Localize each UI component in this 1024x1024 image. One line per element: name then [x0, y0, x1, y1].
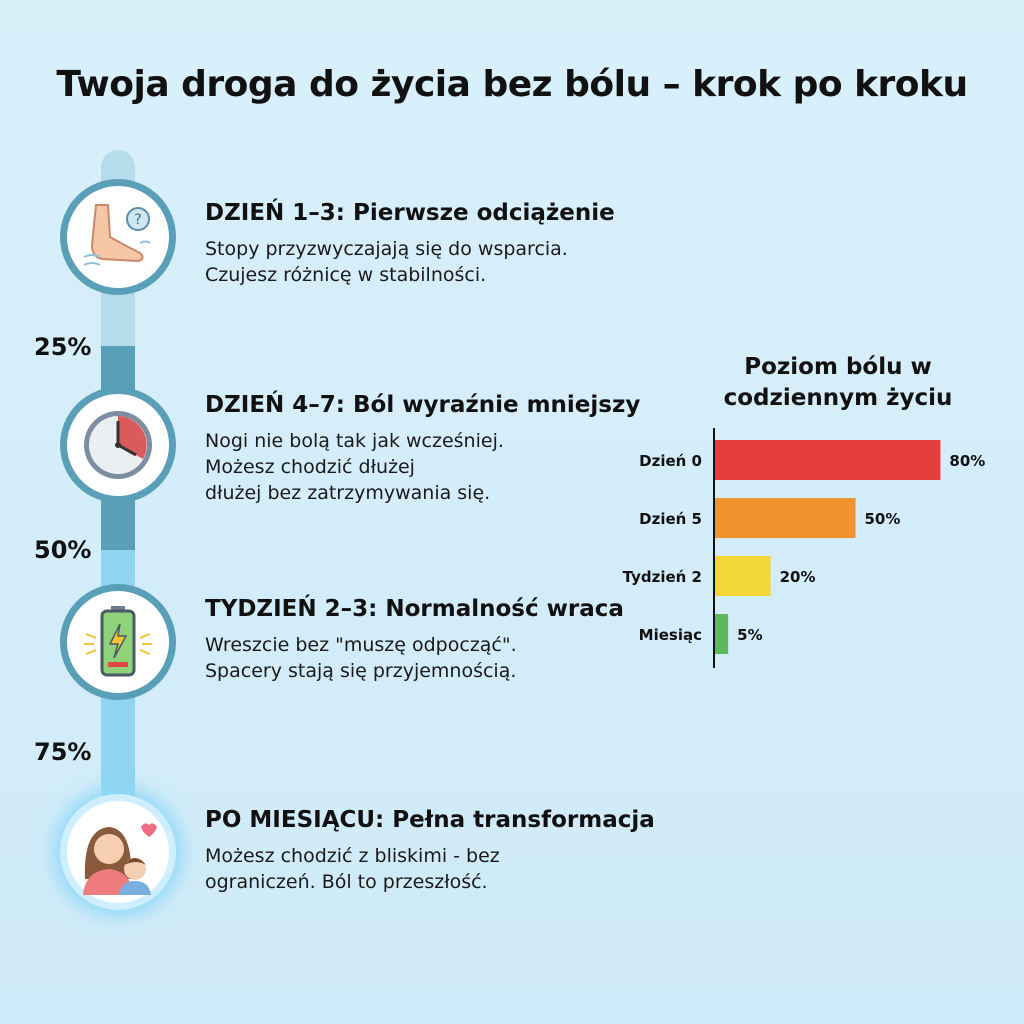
category-label: Dzień 0: [639, 452, 702, 470]
step-text: Wreszcie bez "muszę odpocząć".: [205, 634, 517, 656]
value-label: 5%: [737, 626, 762, 644]
step-heading: DZIEŃ 4–7: Ból wyraźnie mniejszy: [205, 392, 641, 418]
clock-icon: [60, 387, 176, 503]
timeline-step: DZIEŃ 4–7: Ból wyraźnie mniejszy Nogi ni…: [205, 392, 665, 506]
progress-marker: 25%: [34, 333, 92, 361]
step-text: dłużej bez zatrzymywania się.: [205, 482, 491, 504]
step-text: Stopy przyzwyczajają się do wsparcia.: [205, 238, 568, 260]
step-text: ograniczeń. Ból to przeszłość.: [205, 871, 488, 893]
chart-title-line: codziennym życiu: [723, 385, 953, 411]
page-title: Twoja droga do życia bez bólu – krok po …: [56, 64, 968, 105]
step-text: Możesz chodzić dłużej: [205, 456, 415, 478]
mother-child-icon: [60, 794, 176, 910]
bar: [714, 498, 856, 538]
foot-question-icon: ?: [60, 179, 176, 295]
timeline-step: PO MIESIĄCU: Pełna transformacja Możesz …: [205, 807, 665, 895]
chart-title-line: Poziom bólu w: [744, 354, 932, 380]
step-heading: PO MIESIĄCU: Pełna transformacja: [205, 807, 655, 833]
chart-title: Poziom bólu w codziennym życiu: [700, 352, 976, 414]
step-text: Czujesz różnicę w stabilności.: [205, 264, 487, 286]
value-label: 80%: [949, 452, 985, 470]
bar: [714, 614, 729, 654]
progress-marker: 75%: [34, 738, 92, 766]
value-label: 50%: [865, 510, 901, 528]
timeline-step: TYDZIEŃ 2–3: Normalność wraca Wreszcie b…: [205, 596, 665, 684]
battery-charging-icon: [60, 584, 176, 700]
svg-text:?: ?: [134, 212, 141, 228]
category-label: Miesiąc: [639, 626, 702, 644]
step-text: Nogi nie bolą tak jak wcześniej.: [205, 430, 504, 452]
category-label: Tydzień 2: [623, 568, 702, 586]
step-heading: TYDZIEŃ 2–3: Normalność wraca: [205, 596, 624, 622]
progress-marker: 50%: [34, 536, 92, 564]
step-text: Spacery stają się przyjemnością.: [205, 660, 517, 682]
pain-level-bar-chart: Dzień 0 80% Dzień 5 50% Tydzień 2 20% Miesiąc 5…: [623, 428, 985, 668]
category-label: Dzień 5: [639, 510, 702, 528]
step-heading: DZIEŃ 1–3: Pierwsze odciążenie: [205, 200, 615, 226]
step-text: Możesz chodzić z bliskimi - bez: [205, 845, 500, 867]
timeline-step: DZIEŃ 1–3: Pierwsze odciążenie Stopy prz…: [205, 200, 665, 288]
value-label: 20%: [780, 568, 816, 586]
bar: [714, 440, 941, 480]
bar: [714, 556, 771, 596]
